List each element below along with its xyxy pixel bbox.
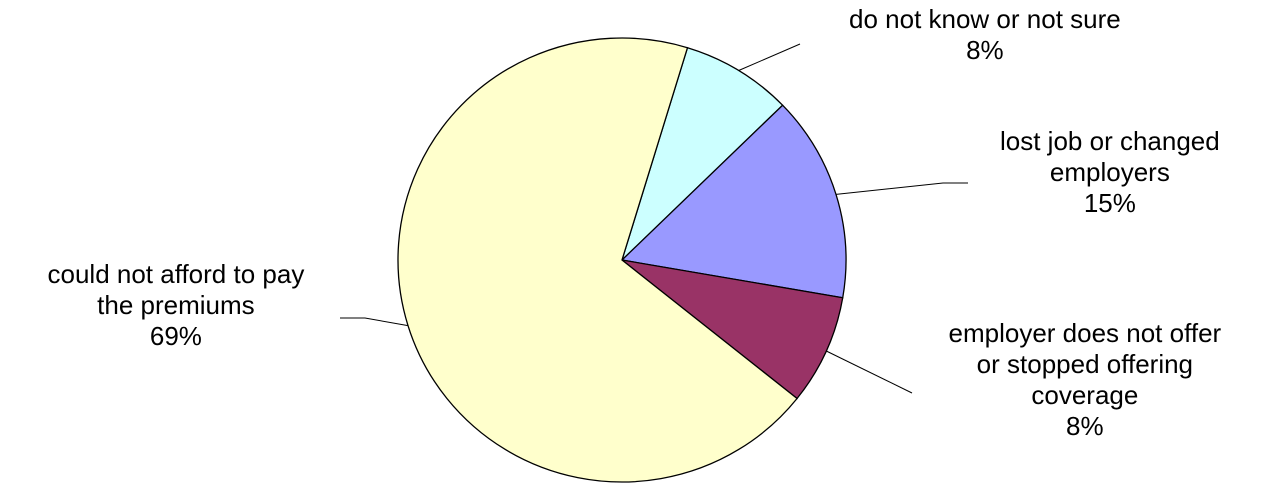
- slice-label-line: do not know or not sure: [849, 4, 1121, 34]
- slice-percent-label: 69%: [149, 321, 202, 351]
- leader-line-0: [738, 43, 801, 71]
- slice-label-line: coverage: [1031, 380, 1139, 410]
- pie-slice-1: [620, 104, 847, 299]
- slice-label-0: do not know or not sure 8%: [849, 4, 1121, 66]
- leader-line-1: [835, 182, 968, 195]
- slice-label-line: or stopped offering: [976, 349, 1194, 379]
- slice-label-line: lost job or changed: [1000, 126, 1220, 156]
- slice-label-3: could not afford to pay the premiums 69%: [48, 259, 305, 352]
- slice-label-line: the premiums: [97, 290, 255, 320]
- slice-percent-label: 8%: [1066, 411, 1104, 441]
- slice-label-1: lost job or changed employers 15%: [1000, 126, 1220, 219]
- pie-slice-3: [397, 37, 798, 483]
- slice-label-line: could not afford to pay: [47, 259, 305, 289]
- slice-label-2: employer does not offer or stopped offeri…: [949, 318, 1222, 442]
- slice-label-line: employer does not offer: [948, 318, 1222, 348]
- slice-percent-label: 15%: [1083, 188, 1136, 218]
- leader-line-2: [826, 350, 913, 394]
- slice-label-line: employers: [1049, 157, 1170, 187]
- leader-line-3: [340, 317, 409, 327]
- slice-percent-label: 8%: [966, 35, 1004, 65]
